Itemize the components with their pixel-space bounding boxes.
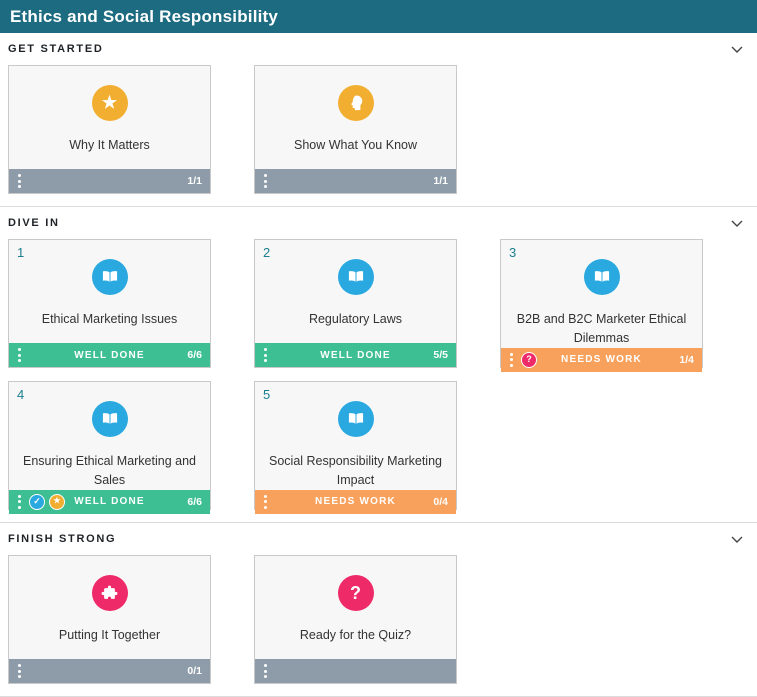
- open-book-icon: [91, 259, 128, 295]
- status-label: NEEDS WORK: [315, 496, 396, 507]
- status-label: NEEDS WORK: [561, 354, 642, 365]
- chevron-down-icon[interactable]: [727, 218, 747, 229]
- status-label: WELL DONE: [74, 496, 145, 507]
- kebab-menu-icon[interactable]: [17, 346, 22, 364]
- card-footer: [255, 659, 456, 683]
- section-get-started: GET STARTED ★ Why It Matters 1/1: [0, 33, 757, 207]
- card-ensuring-ethical-marketing[interactable]: 4 Ensuring Ethical Marketing and Sales ✓…: [8, 381, 211, 514]
- count-label: 1/1: [187, 175, 202, 187]
- count-label: 6/6: [187, 495, 202, 508]
- card-ethical-marketing-issues[interactable]: 1 Ethical Marketing Issues WELL DONE 6/6: [8, 239, 211, 368]
- count-label: 0/1: [187, 665, 202, 677]
- check-badge-icon: ✓: [29, 493, 45, 510]
- status-label: WELL DONE: [320, 349, 391, 361]
- open-book-icon: [337, 401, 374, 437]
- kebab-menu-icon[interactable]: [17, 172, 22, 190]
- card-title: Social Responsibility Marketing Impact: [269, 454, 442, 487]
- question-mark-icon: ?: [337, 575, 374, 611]
- count-label: 5/5: [433, 349, 448, 361]
- section-dive-in: DIVE IN 1 Ethical Marketing Issues WELL …: [0, 207, 757, 523]
- question-badge-icon: ?: [521, 351, 537, 368]
- card-social-responsibility-impact[interactable]: 5 Social Responsibility Marketing Impact…: [254, 381, 457, 514]
- card-footer: ✓ ★ WELL DONE 6/6: [9, 489, 210, 514]
- card-number: 3: [509, 245, 517, 260]
- card-title: Show What You Know: [294, 138, 417, 152]
- card-putting-it-together[interactable]: Putting It Together 0/1: [8, 555, 211, 684]
- card-footer: WELL DONE 5/5: [255, 343, 456, 367]
- card-regulatory-laws[interactable]: 2 Regulatory Laws WELL DONE 5/5: [254, 239, 457, 368]
- chevron-down-icon[interactable]: [727, 44, 747, 55]
- page-title: Ethics and Social Responsibility: [0, 0, 757, 33]
- kebab-menu-icon[interactable]: [17, 662, 22, 680]
- kebab-menu-icon[interactable]: [263, 493, 268, 511]
- card-title: Regulatory Laws: [308, 312, 403, 326]
- count-label: 1/4: [679, 353, 694, 366]
- kebab-menu-icon[interactable]: [17, 493, 22, 511]
- card-ready-for-quiz[interactable]: ? Ready for the Quiz?: [254, 555, 457, 684]
- open-book-icon: [91, 401, 128, 437]
- section-title: FINISH STRONG: [8, 533, 117, 545]
- chevron-down-icon[interactable]: [727, 534, 747, 545]
- count-label: 0/4: [433, 495, 448, 508]
- section-title: GET STARTED: [8, 43, 104, 55]
- puzzle-piece-icon: [91, 575, 128, 611]
- card-title: Ensuring Ethical Marketing and Sales: [22, 454, 196, 487]
- kebab-menu-icon[interactable]: [263, 662, 268, 680]
- card-number: 5: [263, 387, 271, 402]
- card-b2b-b2c-dilemmas[interactable]: 3 B2B and B2C Marketer Ethical Dilemmas …: [500, 239, 703, 372]
- kebab-menu-icon[interactable]: [263, 172, 268, 190]
- card-footer: 1/1: [9, 169, 210, 193]
- head-profile-icon: [337, 85, 374, 121]
- card-why-it-matters[interactable]: ★ Why It Matters 1/1: [8, 65, 211, 194]
- star-icon: ★: [91, 85, 128, 121]
- card-show-what-you-know[interactable]: Show What You Know 1/1: [254, 65, 457, 194]
- count-label: 6/6: [187, 349, 202, 361]
- card-footer: 1/1: [255, 169, 456, 193]
- section-finish-strong: FINISH STRONG Putting It Together 0/1 ?: [0, 523, 757, 697]
- card-title: Putting It Together: [58, 628, 161, 642]
- open-book-icon: [583, 259, 620, 295]
- card-footer: ? NEEDS WORK 1/4: [501, 347, 702, 372]
- section-title: DIVE IN: [8, 217, 60, 229]
- kebab-menu-icon[interactable]: [263, 346, 268, 364]
- card-title: B2B and B2C Marketer Ethical Dilemmas: [516, 312, 687, 345]
- card-number: 4: [17, 387, 25, 402]
- status-label: WELL DONE: [74, 349, 145, 361]
- card-footer: 0/1: [9, 659, 210, 683]
- card-footer: WELL DONE 6/6: [9, 343, 210, 367]
- card-footer: NEEDS WORK 0/4: [255, 489, 456, 514]
- count-label: 1/1: [433, 175, 448, 187]
- card-title: Why It Matters: [69, 138, 150, 152]
- card-title: Ethical Marketing Issues: [41, 312, 178, 326]
- card-number: 1: [17, 245, 25, 260]
- card-title: Ready for the Quiz?: [299, 628, 412, 642]
- star-badge-icon: ★: [49, 493, 65, 510]
- card-number: 2: [263, 245, 271, 260]
- open-book-icon: [337, 259, 374, 295]
- kebab-menu-icon[interactable]: [509, 351, 514, 369]
